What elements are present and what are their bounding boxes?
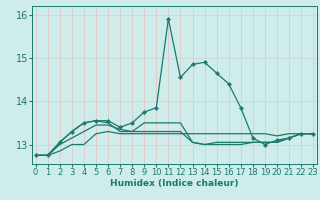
X-axis label: Humidex (Indice chaleur): Humidex (Indice chaleur)	[110, 179, 239, 188]
